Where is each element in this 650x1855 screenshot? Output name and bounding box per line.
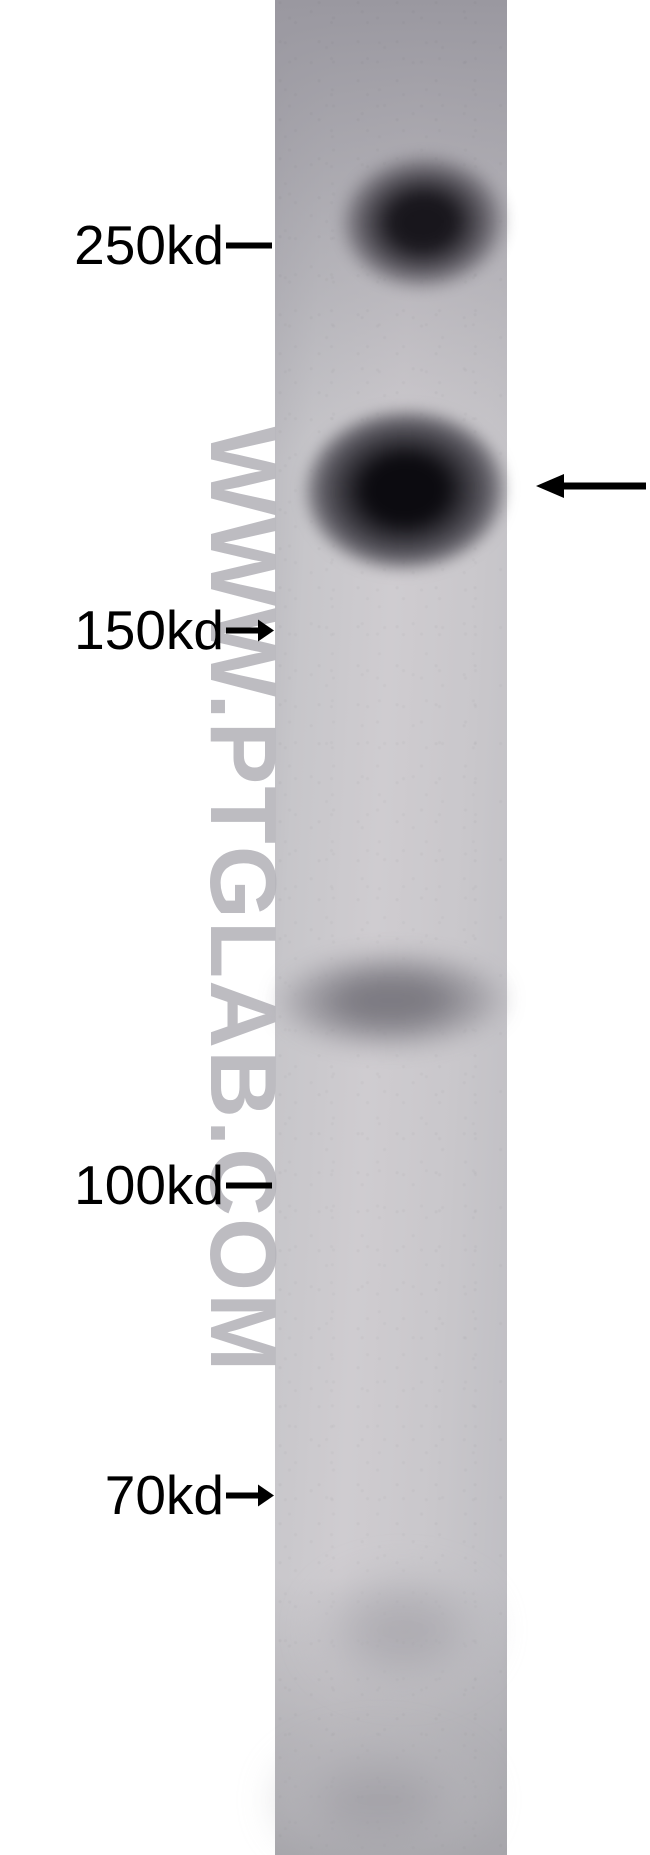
target-arrow-icon <box>534 470 648 502</box>
smudge-lower-1 <box>313 1570 493 1690</box>
band-target <box>302 407 507 574</box>
mw-marker-label: 250kd <box>74 213 224 277</box>
mw-marker-label: 70kd <box>105 1463 224 1527</box>
marker-arrow-icon <box>224 603 274 658</box>
marker-arrow-icon <box>224 1468 274 1523</box>
mw-marker-label: 100kd <box>74 1153 224 1217</box>
smudge-lower-2 <box>274 1740 484 1855</box>
blot-canvas: WWW.PTGLAB.COM 250kd150kd100kd70kd <box>0 0 650 1855</box>
marker-dash-icon <box>224 218 274 273</box>
mw-marker-70kd: 70kd <box>0 1468 274 1523</box>
marker-dash-icon <box>224 1158 274 1213</box>
mw-marker-100kd: 100kd <box>0 1158 274 1213</box>
band-110kd <box>278 951 505 1050</box>
mw-marker-150kd: 150kd <box>0 603 274 658</box>
band-250kd <box>340 153 507 291</box>
mw-marker-250kd: 250kd <box>0 218 274 273</box>
mw-marker-label: 150kd <box>74 598 224 662</box>
